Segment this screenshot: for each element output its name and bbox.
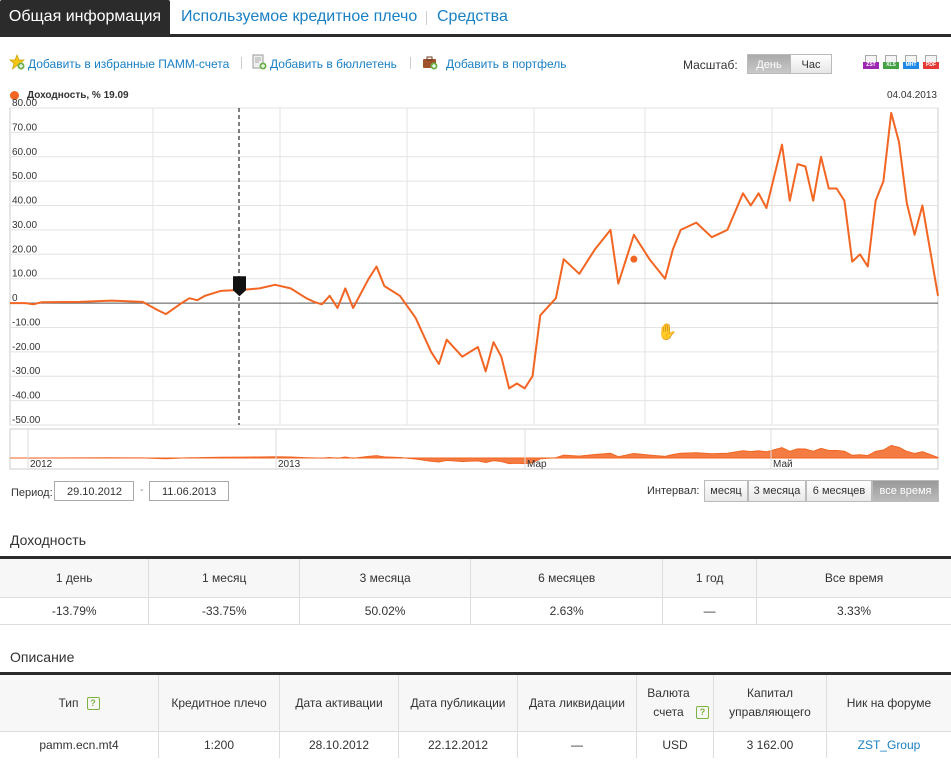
period-label: Период: [11,487,53,499]
table-header: Дата активации [279,673,399,732]
table-cell: 28.10.2012 [279,731,399,758]
table-header: Капитал управляющего [713,673,827,732]
table-cell: — [662,597,757,625]
export-xls-icon[interactable]: XLS [883,55,899,73]
table-header: Все время [756,557,951,598]
interval-6months-button[interactable]: 6 месяцев [806,480,872,502]
period-from-input[interactable]: 29.10.2012 [54,481,134,501]
hand-cursor-icon: ✋ [657,324,677,341]
add-favorites-button[interactable]: Добавить в избранные ПАММ-счета [9,54,234,72]
hover-point [630,255,638,263]
export-mht-icon[interactable]: MHT [903,55,919,73]
navigator-label: 2012 [30,459,53,470]
table-header: 1 день [0,557,149,598]
chart-legend: Доходность, % 19.09 [27,90,129,101]
scale-hour-button[interactable]: Час [790,54,832,74]
export-zst-icon[interactable]: ZST [863,55,879,73]
tab-separator [426,11,427,25]
table-header: 1 год [662,557,757,598]
returns-line [10,111,939,390]
table-header: 1 месяц [148,557,300,598]
tab-bar: Общая информация Используемое кредитное … [0,0,951,37]
y-tick-label: 10.00 [12,269,37,280]
tab-leverage[interactable]: Используемое кредитное плечо [181,8,418,25]
table-header: Дата ликвидации [517,673,637,732]
document-add-icon [252,54,267,70]
table-header-type: Тип? [0,673,159,732]
chart-date: 04.04.2013 [886,90,937,101]
description-title: Описание [10,649,75,665]
interval-label: Интервал: [647,485,700,497]
y-tick-label: -20.00 [12,342,41,353]
table-cell: 22.12.2012 [398,731,518,758]
y-tick-label: -30.00 [12,366,41,377]
interval-3months-button[interactable]: 3 месяца [748,480,806,502]
period-dash: - [140,484,144,496]
table-header: Ник на форуме [826,673,951,732]
navigator-series [10,444,939,465]
y-tick-label: -40.00 [12,391,41,402]
description-table: Тип? Кредитное плечо Дата активации Дата… [0,672,951,758]
returns-title: Доходность [10,532,86,548]
table-header: 3 месяца [298,557,471,598]
add-bulletin-button[interactable]: Добавить в бюллетень [251,54,406,72]
legend-marker [10,91,19,100]
table-header: 6 месяцев [470,557,663,598]
add-portfolio-button[interactable]: Добавить в портфель [422,54,572,72]
table-header-currency: Валюта счета? [636,673,714,732]
period-to-input[interactable]: 11.06.2013 [149,481,229,501]
table-cell: -13.79% [0,597,149,625]
table-cell: 3 162.00 [713,731,827,758]
navigator-label: 2013 [278,459,301,470]
table-cell: 2.63% [470,597,663,625]
returns-chart[interactable]: 80.00 70.00 60.00 50.00 40.00 30.00 20.00 10.00… [0,84,951,476]
y-tick-label: 30.00 [12,220,37,231]
navigator-label: Мар [527,459,547,470]
table-row: -13.79% -33.75% 50.02% 2.63% — 3.33% [0,597,951,625]
table-cell: 50.02% [298,597,471,625]
interval-month-button[interactable]: месяц [704,480,748,502]
y-tick-label: -10.00 [12,317,41,328]
table-cell: 3.33% [756,597,951,625]
y-tick-label: 50.00 [12,171,37,182]
help-icon[interactable]: ? [696,706,709,720]
y-tick-label: -50.00 [12,415,41,426]
table-row: pamm.ecn.mt4 1:200 28.10.2012 22.12.2012… [0,731,951,758]
y-tick-label: 0 [12,293,18,304]
table-cell: 1:200 [158,731,280,758]
y-tick-label: 70.00 [12,122,37,133]
scale-label: Масштаб: [683,58,738,72]
briefcase-add-icon [423,56,438,70]
returns-table: 1 день 1 месяц 3 месяца 6 месяцев 1 год … [0,556,951,625]
table-header: Кредитное плечо [158,673,280,732]
toolbar-separator [241,57,242,69]
y-tick-label: 40.00 [12,196,37,207]
table-cell: — [517,731,637,758]
tab-funds[interactable]: Средства [437,8,508,25]
toolbar-separator [410,57,411,69]
y-tick-label: 20.00 [12,244,37,255]
export-pdf-icon[interactable]: PDF [923,55,939,73]
forum-nick-link[interactable]: ZST_Group [826,731,951,758]
interval-alltime-button[interactable]: все время [872,480,939,502]
scale-day-button[interactable]: День [747,54,791,74]
table-cell: pamm.ecn.mt4 [39,738,119,752]
star-add-icon [9,54,25,70]
help-icon[interactable]: ? [86,696,100,710]
tab-general-info[interactable]: Общая информация [0,0,170,34]
navigator-label: Май [773,459,793,470]
y-tick-label: 80.00 [12,98,37,109]
plot-area [9,107,939,426]
crosshair-marker [233,276,246,297]
table-header-row: Тип? Кредитное плечо Дата активации Дата… [0,673,951,732]
table-header: Дата публикации [398,673,518,732]
table-cell: -33.75% [148,597,300,625]
table-cell: USD [636,731,714,758]
table-header-row: 1 день 1 месяц 3 месяца 6 месяцев 1 год … [0,557,951,598]
y-tick-label: 60.00 [12,147,37,158]
